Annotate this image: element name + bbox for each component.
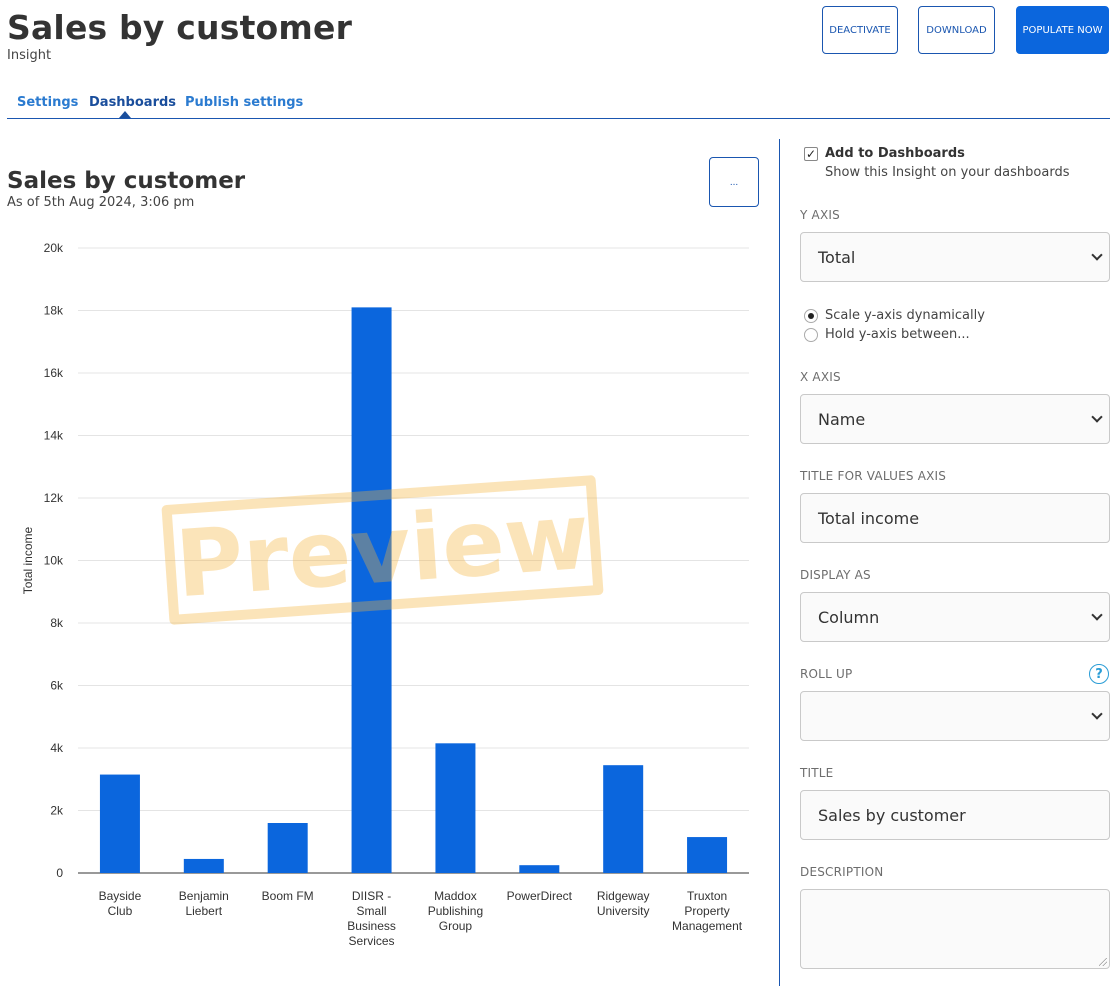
bar [99,774,140,873]
x-tick-label: PowerDirect [507,889,573,903]
x-axis-select[interactable]: Name [800,394,1110,444]
description-label: DESCRIPTION [800,865,884,879]
x-tick-label: Maddox Publishing Group [428,889,483,933]
populate-now-button[interactable]: POPULATE NOW [1016,6,1109,54]
y-tick-label: 10k [44,554,64,568]
page-subtitle: Insight [7,48,52,63]
x-tick-label: Boom FM [262,889,314,903]
y-tick-label: 8k [50,616,64,630]
bar [267,823,308,873]
download-button[interactable]: DOWNLOAD [918,6,995,54]
x-tick-label: Truxton Property Management [672,889,743,933]
y-axis-title: Total income [21,526,35,594]
x-tick-label: Ridgeway University [597,889,650,918]
bar [519,865,560,873]
display-as-label: DISPLAY AS [800,568,871,582]
y-axis-value: Total [818,247,856,267]
hold-axis-radio[interactable] [804,328,818,342]
x-tick-label: DIISR -Small Business Services [347,889,396,948]
panel-divider [779,139,780,986]
chevron-down-icon [1091,249,1103,261]
x-tick-label: Bayside Club [99,889,142,918]
y-tick-label: 14k [44,429,64,443]
chart-timestamp: As of 5th Aug 2024, 3:06 pm [7,195,195,210]
y-axis-label: Y AXIS [800,208,840,222]
scale-dynamic-label: Scale y-axis dynamically [825,308,985,323]
display-as-select[interactable]: Column [800,592,1110,642]
title-label: TITLE [800,766,834,780]
help-icon[interactable]: ? [1089,664,1109,684]
tab-publish-settings[interactable]: Publish settings [185,95,304,110]
tab-dashboards[interactable]: Dashboards [89,95,177,110]
title-value: Sales by customer [818,805,966,825]
bar-chart: 0 2k 4k 6k 8k 10k 12k 14k 16k 18k 20k Total income B… [21,241,749,948]
y-tick-label: 4k [50,741,64,755]
roll-up-select[interactable] [800,691,1110,741]
resize-handle-icon[interactable] [1099,958,1107,966]
values-axis-title-label: TITLE FOR VALUES AXIS [800,469,947,483]
bar [351,307,392,873]
tab-settings[interactable]: Settings [17,95,79,110]
y-tick-label: 16k [44,366,64,380]
active-tab-indicator [119,111,131,118]
y-axis-select[interactable]: Total [800,232,1110,282]
y-tick-label: 0 [56,866,63,880]
x-axis-label: X AXIS [800,370,841,384]
bar [435,743,476,873]
y-tick-label: 20k [44,241,64,255]
chevron-down-icon [1091,609,1103,621]
bar [183,858,224,873]
values-axis-title-input[interactable]: Total income [800,493,1110,543]
page-title: Sales by customer [7,8,353,47]
x-tick-label: Benjamin Liebert [179,889,229,918]
chart-options-button[interactable]: ... [709,157,759,207]
bar [603,765,644,873]
add-to-dashboards-help: Show this Insight on your dashboards [825,165,1070,180]
title-input[interactable]: Sales by customer [800,790,1110,840]
deactivate-button[interactable]: DEACTIVATE [822,6,898,54]
hold-axis-label: Hold y-axis between... [825,327,970,342]
add-to-dashboards-checkbox[interactable]: ✓ [804,147,818,161]
scale-dynamic-radio[interactable] [804,309,818,323]
y-tick-label: 2k [50,804,64,818]
chart-area: 0 2k 4k 6k 8k 10k 12k 14k 16k 18k 20k Total income B… [7,237,767,962]
description-textarea[interactable] [800,889,1110,969]
values-axis-title-value: Total income [818,508,920,528]
chart-title: Sales by customer [7,168,246,194]
x-axis-value: Name [818,409,866,429]
chevron-down-icon [1091,411,1103,423]
bar [687,837,728,873]
y-tick-label: 6k [50,679,64,693]
y-tick-label: 12k [44,491,64,505]
chevron-down-icon [1091,708,1103,720]
tab-bar: Settings Dashboards Publish settings [7,90,1110,119]
add-to-dashboards-label: Add to Dashboards [825,146,965,161]
display-as-value: Column [818,607,880,627]
y-tick-label: 18k [44,304,64,318]
roll-up-label: ROLL UP [800,667,853,681]
